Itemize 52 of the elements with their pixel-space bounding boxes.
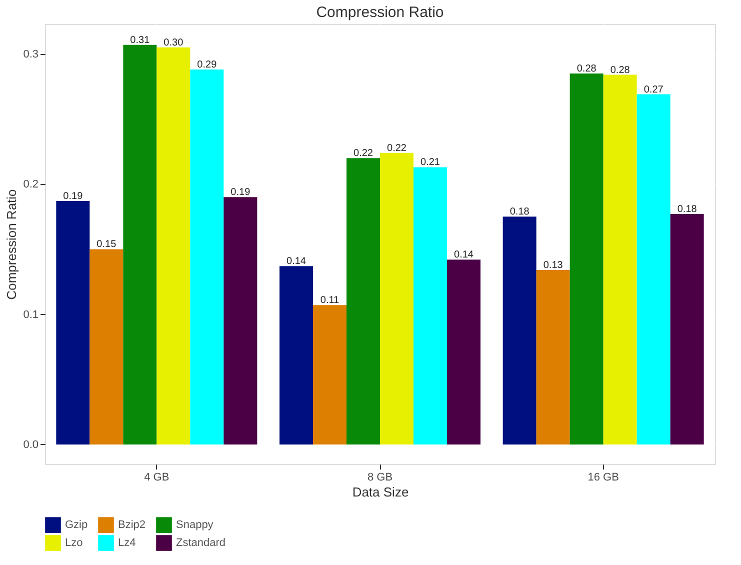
- bar: [56, 201, 90, 444]
- bar: [670, 214, 704, 444]
- x-tick-label: 4 GB: [144, 472, 170, 484]
- legend-label: Zstandard: [176, 537, 226, 549]
- x-axis-title: Data Size: [352, 484, 409, 500]
- data-label: 0.15: [96, 239, 117, 250]
- data-label: 0.14: [454, 250, 474, 261]
- y-tick-label: 0.2: [23, 178, 38, 191]
- legend-label: Snappy: [176, 519, 214, 532]
- legend-label: Bzip2: [118, 519, 146, 532]
- bar: [123, 44, 157, 444]
- legend-label: Lzo: [65, 537, 83, 549]
- x-tick-label: 8 GB: [367, 472, 393, 484]
- bar: [447, 260, 480, 444]
- data-label: 0.18: [510, 206, 530, 218]
- y-tick-label: 0.3: [23, 48, 38, 60]
- data-label: 0.28: [576, 63, 597, 74]
- data-label: 0.11: [320, 295, 340, 306]
- bar: [603, 74, 637, 444]
- data-label: 0.29: [197, 60, 218, 71]
- bar: [224, 197, 258, 444]
- data-label: 0.27: [644, 84, 664, 96]
- bar: [313, 305, 346, 444]
- data-label: 0.19: [63, 191, 84, 202]
- data-label: 0.30: [164, 37, 184, 48]
- data-label: 0.31: [130, 34, 150, 46]
- data-label: 0.19: [230, 187, 251, 198]
- y-tick-label: 0.1: [23, 308, 38, 321]
- bar: [414, 167, 447, 444]
- legend-label: Lz4: [118, 537, 136, 549]
- bar: [280, 266, 313, 444]
- bar: [380, 152, 414, 444]
- bar: [156, 47, 190, 444]
- bar: [190, 70, 224, 444]
- y-axis-title: Compression Ratio: [4, 189, 20, 300]
- data-label: 0.21: [420, 157, 440, 168]
- x-tick-label: 16 GB: [588, 472, 619, 484]
- bar: [570, 73, 604, 444]
- legend-label: Gzip: [65, 519, 88, 532]
- chart-title: Compression Ratio: [316, 4, 444, 21]
- bar: [636, 94, 670, 444]
- data-label: 0.14: [286, 256, 306, 268]
- data-label: 0.18: [677, 204, 698, 216]
- bar: [502, 216, 536, 444]
- bar: [346, 158, 380, 444]
- data-label: 0.22: [387, 142, 407, 154]
- bar: [536, 270, 570, 444]
- y-tick-label: 0.0: [23, 438, 38, 451]
- data-label: 0.22: [354, 148, 374, 160]
- data-label: 0.13: [543, 260, 564, 272]
- bar: [90, 249, 124, 444]
- data-label: 0.28: [610, 64, 630, 76]
